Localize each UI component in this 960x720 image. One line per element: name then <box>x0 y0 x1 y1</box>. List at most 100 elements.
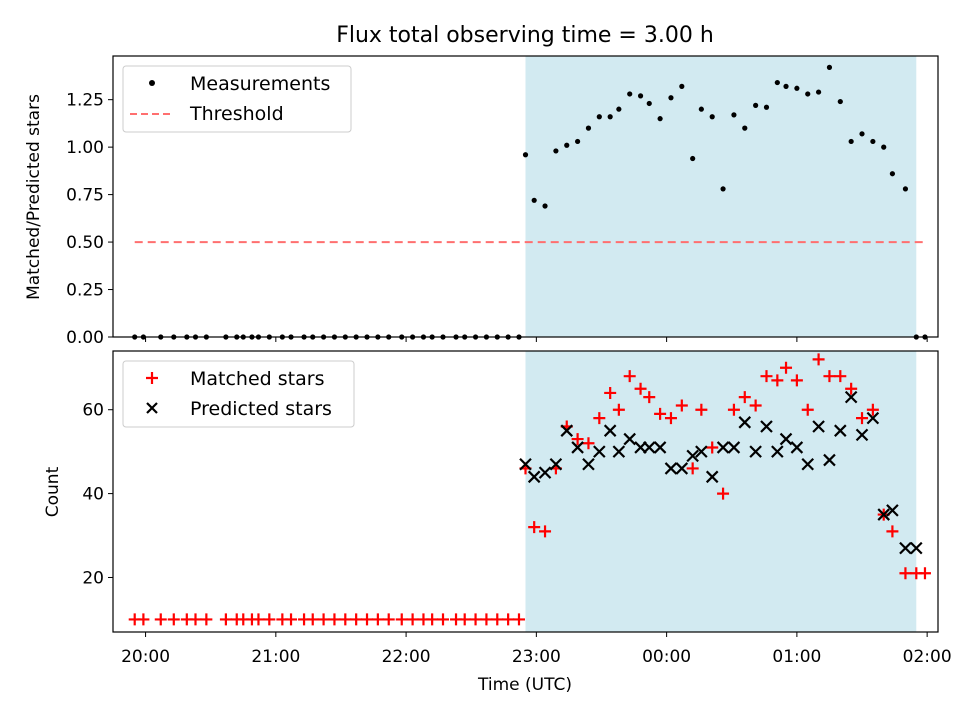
bottom-legend: Matched stars Predicted stars <box>122 360 355 428</box>
matched-stars-point <box>480 613 493 626</box>
bottom-shaded-region <box>525 351 917 632</box>
predicted-stars-point <box>886 504 899 517</box>
matched-stars-point <box>528 521 541 534</box>
matched-stars-point <box>582 437 595 450</box>
measurement-point <box>794 85 800 91</box>
x-tick-label: 21:00 <box>251 647 300 667</box>
x-tick-label: 23:00 <box>512 647 561 667</box>
predicted-stars-point <box>623 432 636 446</box>
matched-stars-point <box>219 613 232 626</box>
top-legend: Measurements Threshold <box>122 65 352 133</box>
matched-stars-point <box>371 613 384 626</box>
matched-stars-point <box>491 613 504 626</box>
measurement-point <box>848 138 854 145</box>
predicted-stars-point <box>642 441 656 454</box>
matched-stars-point <box>593 412 606 425</box>
matched-stars-point <box>899 567 912 580</box>
matched-stars-point <box>395 613 408 626</box>
predicted-stars-point <box>560 424 574 437</box>
measurement-point <box>607 114 613 120</box>
predicted-stars-point <box>582 457 595 471</box>
measurement-point <box>627 91 633 97</box>
matched-stars-point <box>727 403 740 416</box>
legend-label-threshold: Threshold <box>189 103 284 125</box>
measurement-point <box>564 142 570 148</box>
y-tick-label: 20 <box>82 568 104 588</box>
matched-stars-point <box>539 525 552 538</box>
measurement-point <box>783 83 789 89</box>
predicted-stars-point <box>771 445 784 458</box>
predicted-stars-point <box>727 441 741 454</box>
top-panel-frame <box>112 55 939 338</box>
matched-stars-point <box>886 525 899 538</box>
legend-label-matched: Matched stars <box>190 368 324 390</box>
predicted-stars-point <box>695 445 708 458</box>
bottom-panel-frame <box>112 350 939 633</box>
matched-stars-point <box>189 613 202 626</box>
measurement-point <box>902 186 909 192</box>
measurement-point <box>720 186 726 192</box>
predicted-stars-point <box>877 508 891 521</box>
predicted-stars-point <box>612 445 626 458</box>
matched-stars-point <box>664 412 677 425</box>
measurement-point <box>709 114 715 120</box>
predicted-stars-point <box>899 541 912 555</box>
matched-stars-point <box>458 613 471 626</box>
bottom-legend-box <box>122 360 355 428</box>
y-tick-label: 40 <box>82 485 104 505</box>
matched-stars-point <box>469 613 482 626</box>
matched-stars-point <box>623 370 636 383</box>
measurement-point <box>553 148 559 154</box>
measurement-point <box>575 138 581 145</box>
matched-stars-point <box>350 613 363 626</box>
predicted-stars-point <box>675 462 689 475</box>
measurement-point <box>753 102 759 108</box>
x-tick-label: 01:00 <box>772 647 821 667</box>
measurement-point <box>859 131 865 137</box>
matched-stars-point <box>686 462 699 475</box>
predicted-stars-point <box>844 390 858 404</box>
bottom-panel: 20 40 60 20:00 21:00 22:00 23:00 00:00 01:00 02:… <box>43 350 952 695</box>
matched-stars-point <box>749 399 762 412</box>
measurement-point <box>596 114 602 120</box>
predicted-stars-point <box>866 411 880 425</box>
measurement-point <box>542 203 548 209</box>
predicted-stars-point <box>571 441 584 454</box>
predicted-stars-point <box>519 457 532 471</box>
top-y-axis: 0.00 0.25 0.50 0.75 1.00 1.25 <box>66 91 113 348</box>
matched-stars-point <box>604 386 617 399</box>
y-tick-label: 1.25 <box>66 91 104 111</box>
measurement-point <box>531 197 537 203</box>
matched-stars-point <box>437 613 449 626</box>
matched-stars-point <box>845 382 858 395</box>
bottom-x-axis: 20:00 21:00 22:00 23:00 00:00 01:00 02:00 <box>121 632 952 667</box>
predicted-stars-point <box>823 453 836 467</box>
measurement-point <box>637 93 644 99</box>
matched-stars-point <box>717 487 730 500</box>
matched-stars-point <box>154 613 167 626</box>
x-tick-label: 20:00 <box>121 647 170 667</box>
matched-stars-point <box>834 370 847 383</box>
legend-label-measurements: Measurements <box>190 73 330 95</box>
measurement-point <box>826 64 833 70</box>
predicted-stars-point <box>527 470 541 484</box>
legend-marker-matched <box>146 372 158 384</box>
bottom-y-axis: 20 40 60 <box>82 401 113 588</box>
matched-stars-point <box>738 391 751 404</box>
measurement-point <box>585 125 592 131</box>
predicted-stars-point <box>855 428 869 442</box>
predicted-stars-point <box>790 441 804 454</box>
matched-stars-point <box>612 403 625 416</box>
legend-marker-predicted <box>146 402 158 414</box>
predicted-stars-point <box>549 457 563 471</box>
measurement-point <box>679 83 685 89</box>
matched-stars-point <box>252 613 265 626</box>
measurement-point <box>690 155 696 162</box>
matched-stars-point <box>790 374 803 387</box>
measurement-point <box>668 95 674 101</box>
matched-stars-point <box>382 613 395 626</box>
matched-stars-point <box>812 353 825 366</box>
measurement-point <box>805 91 811 97</box>
matched-stars-point <box>512 613 525 626</box>
